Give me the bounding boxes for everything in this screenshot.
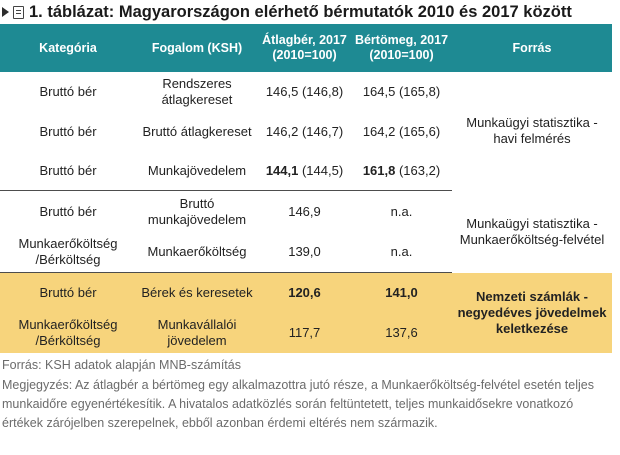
- cell-bertomeg: 164,2 (165,6): [362, 124, 441, 139]
- cell-fogalom: Bérek és keresetek: [136, 272, 258, 313]
- header-forras: Forrás: [452, 24, 612, 72]
- table-title-text: 1. táblázat: Magyarországon elérhető bér…: [29, 2, 572, 21]
- cell-bertomeg-bold: 161,8: [362, 163, 396, 178]
- cell-kategoria: Bruttó bér: [39, 203, 97, 219]
- cell-fogalom: Munkajövedelem: [136, 152, 258, 191]
- table-header-row: Kategória Fogalom (KSH) Átlagbér, 2017 (…: [0, 24, 612, 72]
- cell-kategoria: Bruttó bér: [39, 84, 97, 99]
- header-fogalom: Fogalom (KSH): [136, 24, 258, 72]
- cell-bertomeg: 137,6: [351, 313, 452, 353]
- table-row: Bruttó bér Rendszeres átlagkereset 146,5…: [0, 72, 612, 146]
- cell-kategoria: Bruttó bér: [0, 272, 136, 313]
- cell-atlagber: 120,6: [258, 272, 351, 313]
- cell-fogalom: Munkavállalói jövedelem: [136, 313, 258, 353]
- header-kategoria: Kategória: [0, 24, 136, 72]
- cell-atlagber: 144,1 (144,5): [258, 152, 351, 191]
- header-bertomeg: Bértömeg, 2017 (2010=100): [351, 24, 452, 72]
- cell-atlagber: 139,0: [258, 232, 351, 273]
- cell-bertomeg: 161,8 (163,2): [351, 152, 452, 191]
- cell-atlagber: 146,9: [288, 203, 321, 219]
- table-row: Bruttó bér Bruttó munkajövedelem 146,9 n…: [0, 191, 612, 247]
- cell-fogalom: Munkaerőköltség: [136, 232, 258, 273]
- cell-bertomeg: 164,5 (165,8): [362, 84, 441, 99]
- cell-kategoria: Bruttó bér: [0, 152, 136, 191]
- cell-atlagber-rest: (144,5): [298, 163, 344, 178]
- cell-kategoria: Bruttó bér: [39, 124, 97, 139]
- table-row: Munkaerőköltség /Bérköltség Munkavállaló…: [0, 313, 612, 353]
- cell-atlagber: 117,7: [258, 313, 351, 353]
- cell-bertomeg: n.a.: [351, 232, 452, 273]
- table-row: Bruttó bér Munkajövedelem 144,1 (144,5) …: [0, 152, 612, 191]
- cell-atlagber-bold: 144,1: [265, 163, 299, 178]
- expand-triangle-icon[interactable]: [2, 7, 9, 17]
- cell-bertomeg: n.a.: [390, 203, 413, 219]
- table-row: Bruttó bér Bérek és keresetek 120,6 141,…: [0, 272, 612, 353]
- wage-indicators-table: Kategória Fogalom (KSH) Átlagbér, 2017 (…: [0, 24, 612, 353]
- cell-atlagber: 146,2 (146,7): [265, 124, 344, 139]
- table-row: Bruttó bér Bruttó átlagkereset 146,2 (14…: [0, 112, 612, 152]
- cell-fogalom: Bruttó átlagkereset: [142, 124, 252, 139]
- cell-bertomeg: 141,0: [351, 272, 452, 313]
- footnote-note: Megjegyzés: Az átlagbér a bértömeg egy a…: [2, 378, 594, 430]
- cell-forras-group3: Nemzeti számlák - negyedéves jövedelmek …: [452, 272, 612, 353]
- cell-fogalom: Bruttó munkajövedelem: [147, 195, 247, 227]
- header-atlagber: Átlagbér, 2017 (2010=100): [258, 24, 351, 72]
- cell-kategoria: Munkaerőköltség /Bérköltség: [0, 232, 136, 273]
- cell-forras-group1: Munkaügyi statisztika - havi felmérés: [466, 115, 598, 147]
- table-document-icon: [13, 5, 24, 19]
- cell-atlagber: 146,5 (146,8): [265, 84, 344, 99]
- cell-fogalom: Rendszeres átlagkereset: [161, 76, 233, 107]
- table-title: 1. táblázat: Magyarországon elérhető bér…: [2, 1, 572, 23]
- cell-kategoria: Munkaerőköltség /Bérköltség: [0, 313, 136, 353]
- table-row: Munkaerőköltség /Bérköltség Munkaerőkölt…: [0, 232, 612, 273]
- cell-bertomeg-rest: (163,2): [395, 163, 441, 178]
- footnote-source: Forrás: KSH adatok alapján MNB-számítás: [2, 358, 241, 372]
- cell-forras-group2: Munkaügyi statisztika - Munkaerőköltség-…: [459, 215, 605, 247]
